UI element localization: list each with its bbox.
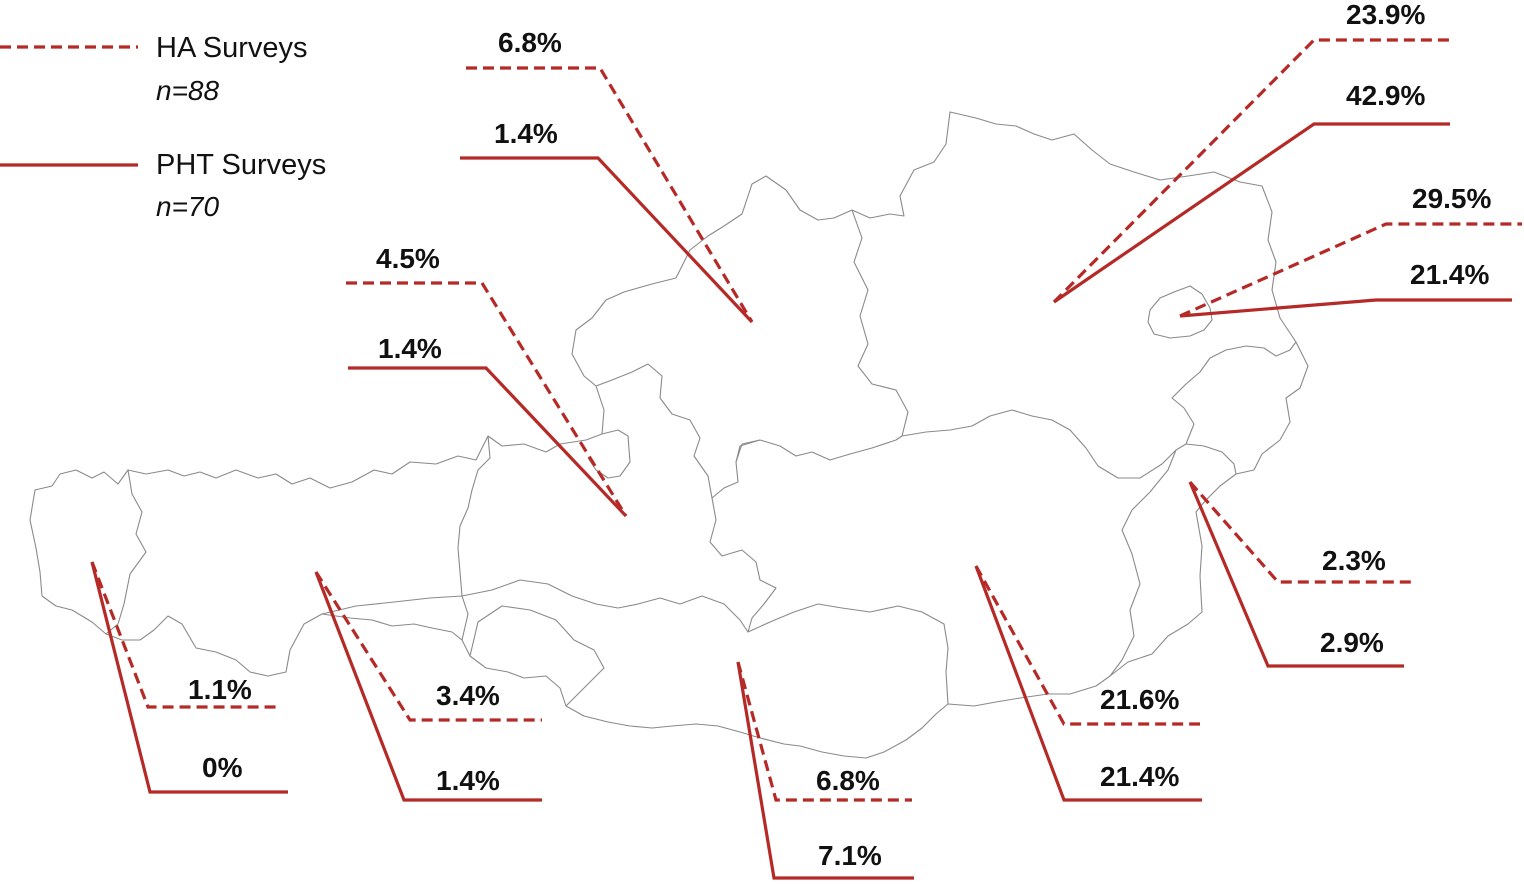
leader-ha-styria: [974, 565, 1200, 726]
border-carinthia-inner: [469, 605, 605, 707]
leader-ha-carinthia: [736, 661, 912, 802]
leader-pht-burgenland: [1188, 481, 1404, 668]
leader-pht-carinthia: [736, 661, 914, 880]
value-pht-burgenland: 2.9%: [1320, 627, 1384, 658]
leader-pht-upper-austria: [460, 156, 754, 324]
callout-lower-austria: 23.9% 42.9%: [1052, 0, 1450, 304]
value-ha-tyrol: 3.4%: [436, 680, 500, 711]
region-borders: [29, 111, 1309, 759]
leader-pht-vorarlberg: [90, 561, 288, 794]
value-ha-lower-austria: 23.9%: [1346, 0, 1425, 30]
value-pht-salzburg: 1.4%: [378, 333, 442, 364]
leader-ha-upper-austria: [466, 66, 754, 323]
value-ha-vorarlberg: 1.1%: [188, 674, 252, 705]
callout-vorarlberg: 1.1% 0%: [90, 561, 288, 794]
leader-pht-salzburg: [348, 366, 628, 518]
callout-styria: 21.6% 21.4%: [974, 565, 1202, 802]
callout-burgenland: 2.3% 2.9%: [1188, 480, 1414, 668]
value-pht-carinthia: 7.1%: [818, 840, 882, 871]
callout-carinthia: 6.8% 7.1%: [736, 661, 914, 880]
leader-ha-vorarlberg: [90, 561, 280, 709]
leader-pht-vienna: [1179, 298, 1512, 318]
value-pht-tyrol: 1.4%: [436, 765, 500, 796]
border-vorarlberg-tyrol: [105, 469, 147, 635]
leader-ha-salzburg: [346, 281, 628, 517]
border-tyrol-carinthia: [321, 579, 573, 615]
border-styria-burgenland: [1109, 443, 1237, 677]
value-ha-vienna: 29.5%: [1412, 183, 1491, 214]
value-ha-styria: 21.6%: [1100, 684, 1179, 715]
border-salzburg-styria: [709, 497, 777, 633]
legend: HA Surveys n=88 PHT Surveys n=70: [0, 32, 326, 222]
value-pht-vorarlberg: 0%: [202, 752, 243, 783]
value-ha-upper-austria: 6.8%: [498, 27, 562, 58]
leader-pht-tyrol: [314, 571, 542, 802]
value-ha-carinthia: 6.8%: [816, 765, 880, 796]
value-ha-salzburg: 4.5%: [376, 243, 440, 274]
legend-pht-count: n=70: [156, 191, 219, 222]
leader-pht-lower-austria: [1053, 122, 1450, 304]
leader-ha-burgenland: [1188, 480, 1414, 584]
border-upper-austria-styria: [741, 435, 903, 461]
border-styria-north: [735, 357, 1211, 479]
border-salzburg-carinthia: [571, 595, 819, 633]
border-salzburg-upper-austria: [587, 363, 743, 499]
leader-ha-vienna: [1179, 222, 1522, 318]
value-pht-styria: 21.4%: [1100, 761, 1179, 792]
value-ha-burgenland: 2.3%: [1322, 545, 1386, 576]
border-tyrol-salzburg: [457, 435, 491, 641]
value-pht-lower-austria: 42.9%: [1346, 80, 1425, 111]
value-pht-vienna: 21.4%: [1410, 259, 1489, 290]
border-carinthia-styria: [817, 603, 949, 705]
callout-salzburg: 4.5% 1.4%: [346, 243, 628, 518]
leader-ha-lower-austria: [1052, 38, 1450, 304]
callout-tyrol: 3.4% 1.4%: [314, 571, 542, 802]
legend-ha-label: HA Surveys: [156, 32, 308, 64]
callout-vienna: 29.5% 21.4%: [1179, 183, 1522, 318]
border-lower-austria-burgenland: [1209, 341, 1297, 359]
callout-upper-austria: 6.8% 1.4%: [460, 27, 754, 324]
value-pht-upper-austria: 1.4%: [494, 118, 558, 149]
border-upper-lower-austria: [851, 209, 909, 437]
legend-pht-label: PHT Surveys: [156, 149, 326, 181]
legend-ha-count: n=88: [156, 75, 219, 106]
leader-ha-tyrol: [314, 571, 542, 722]
leader-pht-styria: [974, 565, 1202, 802]
vienna-outline: [1147, 285, 1213, 339]
austria-outline: [29, 111, 1309, 759]
